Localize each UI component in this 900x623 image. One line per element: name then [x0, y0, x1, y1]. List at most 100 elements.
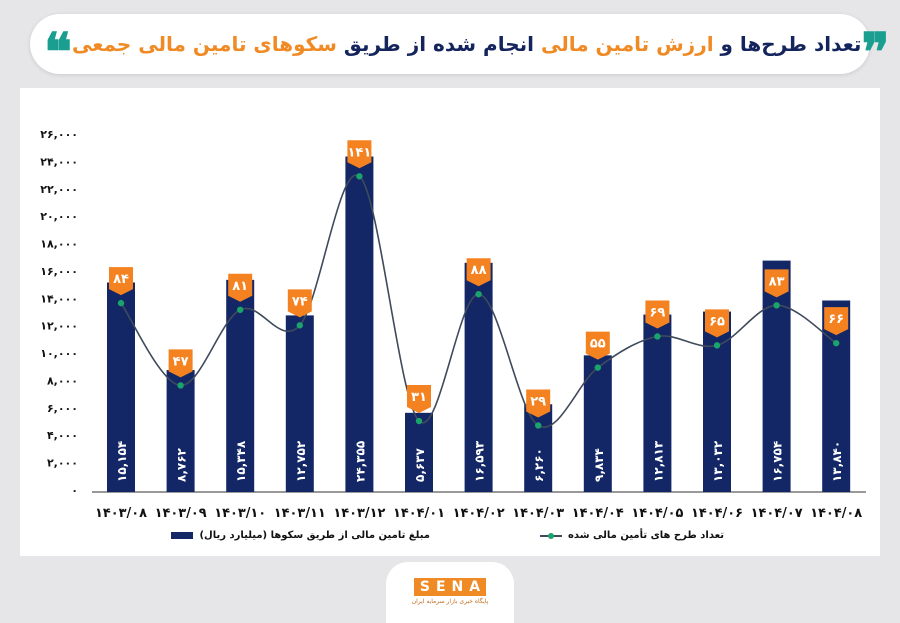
- count-dot: [356, 173, 363, 180]
- x-tick-label: ۱۴۰۴/۰۵: [631, 506, 683, 521]
- bar: [107, 282, 135, 492]
- y-tick-label: ۱۰,۰۰۰: [40, 347, 78, 360]
- legend-item-line: تعداد طرح های تأمین مالی شده: [540, 530, 724, 541]
- y-tick-label: ۸,۰۰۰: [47, 374, 78, 387]
- logo-letters: SENA: [413, 578, 487, 596]
- bar-value-label: ۵,۶۳۷: [413, 447, 427, 482]
- bar-value-label: ۱۳,۸۴۰: [830, 441, 844, 482]
- chart-panel: [20, 88, 880, 556]
- x-tick-label: ۱۴۰۳/۰۸: [95, 506, 147, 521]
- count-dot: [654, 333, 661, 340]
- count-tag: [287, 289, 312, 318]
- count-tag: [705, 309, 729, 338]
- bar: [643, 314, 672, 492]
- y-tick-label: ۶,۰۰۰: [47, 402, 78, 415]
- y-tick-label: ۱۴,۰۰۰: [40, 292, 78, 305]
- count-dot: [177, 382, 184, 389]
- count-label: ۸۴: [113, 272, 129, 287]
- count-dot: [773, 302, 780, 309]
- x-tick-label: ۱۴۰۴/۰۱: [393, 506, 445, 521]
- x-tick-label: ۱۴۰۴/۰۶: [691, 506, 743, 521]
- count-dot: [535, 422, 542, 429]
- bar-value-label: ۱۵,۳۴۸: [234, 440, 248, 482]
- count-dot: [237, 306, 244, 313]
- count-label: ۸۸: [471, 263, 487, 278]
- bar: [226, 279, 255, 492]
- legend-swatch-line-icon: [540, 532, 563, 539]
- count-label: ۶۹: [649, 305, 665, 320]
- count-dot: [833, 339, 840, 347]
- y-tick-label: ۲۰,۰۰۰: [40, 210, 78, 223]
- count-tag: [764, 269, 789, 298]
- count-dot: [117, 299, 125, 307]
- bar-value-label: ۱۵,۱۵۴: [115, 441, 129, 482]
- bar: [524, 404, 553, 492]
- bar-value-label: ۲۴,۳۵۵: [353, 441, 367, 482]
- title-part-3: انجام شده از طریق: [336, 32, 541, 56]
- bar-value-label: ۸,۷۶۲: [175, 447, 189, 482]
- y-tick-label: ۱۶,۰۰۰: [40, 265, 78, 278]
- sena-logo: SENA: [412, 576, 488, 596]
- x-tick-label: ۱۴۰۳/۰۹: [155, 506, 207, 521]
- y-tick-label: ۲,۰۰۰: [47, 457, 78, 470]
- count-tag: [347, 140, 372, 169]
- x-tick-label: ۱۴۰۴/۰۴: [572, 506, 624, 521]
- title-banner: ❝ تعداد طرح‌ها و ارزش تامین مالی انجام ش…: [30, 14, 889, 79]
- x-tick-label: ۱۴۰۴/۰۸: [810, 506, 862, 521]
- count-label: ۸۱: [232, 279, 248, 294]
- legend-label-bars: مبلغ تامین مالی از طریق سکوها (میلیارد ر…: [199, 530, 430, 541]
- x-tick-label: ۱۴۰۳/۱۱: [274, 506, 326, 521]
- count-label: ۵۵: [590, 337, 606, 352]
- bar: [405, 412, 433, 492]
- y-tick-label: ۴,۰۰۰: [47, 429, 78, 442]
- bar-value-label: ۱۲,۸۱۳: [651, 440, 665, 482]
- count-tag: [168, 349, 193, 378]
- count-dot: [415, 417, 423, 425]
- count-label: ۷۴: [292, 294, 308, 309]
- x-tick-label: ۱۴۰۴/۰۷: [751, 506, 803, 521]
- bar-value-label: ۶,۲۶۰: [532, 448, 546, 482]
- bar: [166, 370, 195, 492]
- bar-value-label: ۱۶,۵۹۳: [473, 440, 487, 482]
- y-tick-label: ۰: [71, 484, 78, 497]
- bar-value-label: ۱۶,۷۵۴: [771, 441, 785, 482]
- bar-value-label: ۱۲,۷۵۲: [294, 440, 308, 482]
- logo-subtitle: پایگاه خبری بازار سرمایه ایران: [411, 598, 489, 605]
- count-label: ۸۳: [769, 274, 785, 289]
- bar: [762, 260, 791, 492]
- count-dot: [296, 322, 303, 329]
- count-tag: [228, 273, 253, 302]
- count-tag: [824, 307, 849, 336]
- page-title: تعداد طرح‌ها و ارزش تامین مالی انجام شده…: [72, 32, 861, 56]
- y-tick-label: ۲۴,۰۰۰: [40, 155, 78, 168]
- count-tag: [645, 300, 670, 329]
- bar-value-label: ۱۳,۰۳۲: [711, 440, 725, 482]
- count-label: ۳۱: [411, 390, 427, 405]
- count-tag: [585, 331, 610, 360]
- x-tick-label: ۱۴۰۴/۰۲: [453, 506, 505, 521]
- y-tick-label: ۱۸,۰۰۰: [40, 238, 78, 251]
- legend-item-bars: مبلغ تامین مالی از طریق سکوها (میلیارد ر…: [171, 530, 430, 541]
- count-dot: [594, 364, 601, 371]
- y-tick-label: ۲۶,۰۰۰: [40, 128, 78, 141]
- count-tag: [407, 385, 431, 414]
- title-part-2: ارزش تامین مالی: [540, 32, 714, 56]
- quote-open-icon: ❞: [861, 22, 890, 83]
- bar-value-label: ۹,۸۳۴: [592, 448, 606, 482]
- count-label: ۱۴۱: [347, 145, 371, 160]
- y-tick-label: ۱۲,۰۰۰: [40, 320, 78, 333]
- count-dot: [475, 291, 482, 298]
- count-label: ۴۷: [173, 354, 189, 369]
- bar: [285, 315, 314, 492]
- count-tag: [526, 389, 551, 418]
- title-part-1: تعداد طرح‌ها و: [713, 32, 862, 56]
- x-tick-label: ۱۴۰۳/۱۰: [214, 506, 266, 521]
- bar: [345, 156, 374, 492]
- legend-swatch-bar-icon: [171, 532, 194, 539]
- count-dot: [713, 342, 721, 349]
- y-tick-label: ۲۲,۰۰۰: [40, 183, 78, 196]
- title-part-4: سکوهای تامین مالی جمعی: [71, 32, 337, 56]
- x-tick-label: ۱۴۰۳/۱۲: [333, 506, 385, 521]
- legend-label-line: تعداد طرح های تأمین مالی شده: [568, 530, 724, 541]
